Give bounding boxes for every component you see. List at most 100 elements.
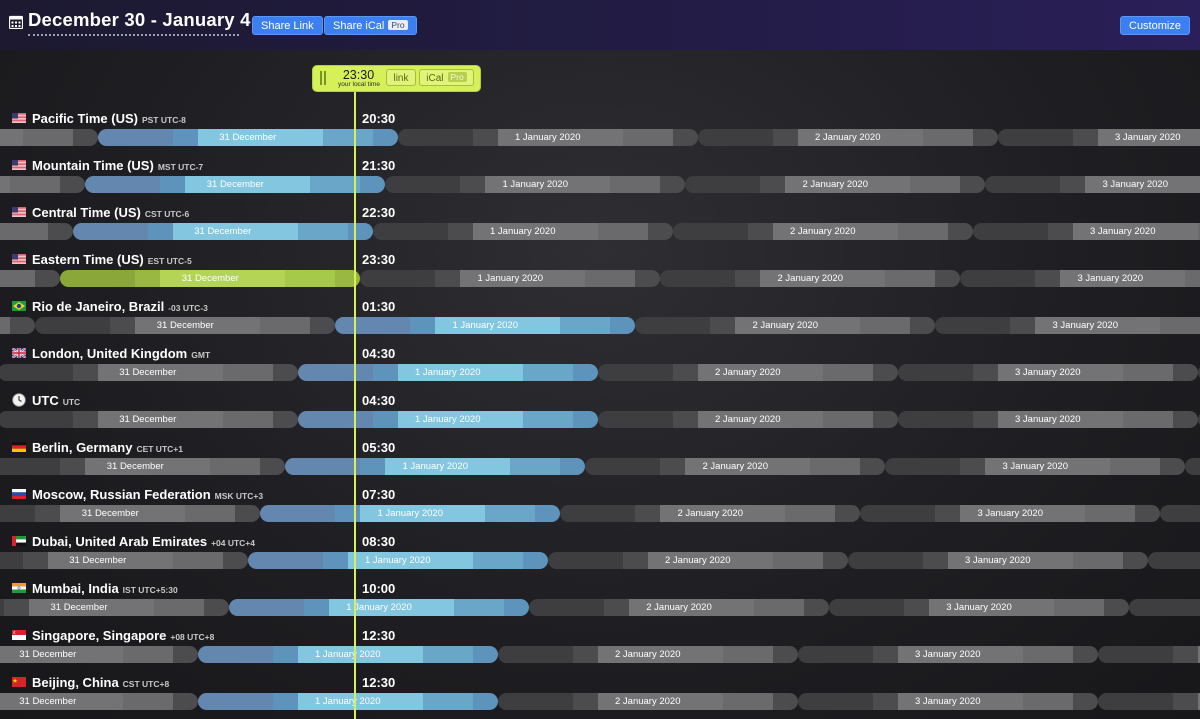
day-segment bbox=[985, 176, 1061, 193]
share-ical-label: Share iCal bbox=[333, 20, 385, 32]
day-segment bbox=[972, 223, 1048, 240]
current-day-segment bbox=[297, 364, 373, 381]
day-segment bbox=[822, 364, 873, 381]
flag-icon bbox=[12, 628, 26, 640]
timezone-name[interactable]: Beijing, China CST UTC+8 bbox=[12, 675, 169, 690]
day-timeline[interactable]: 31 December 1 January 2020 2 January 2020 3… bbox=[0, 505, 1200, 522]
drag-handle-icon[interactable] bbox=[320, 71, 322, 85]
timezone-abbr: GMT bbox=[191, 350, 211, 360]
current-day-segment bbox=[485, 505, 536, 522]
day-segment bbox=[960, 176, 986, 193]
day-segment bbox=[60, 176, 86, 193]
day-timeline[interactable]: 31 December 1 January 2020 2 January 2020 3… bbox=[0, 223, 1200, 240]
drag-handle-icon[interactable] bbox=[324, 71, 326, 85]
timezone-name[interactable]: Mountain Time (US) MST UTC-7 bbox=[12, 158, 203, 173]
day-segment bbox=[1054, 599, 1104, 616]
day-segment bbox=[997, 129, 1073, 146]
day-segment bbox=[1072, 552, 1123, 569]
day-segment bbox=[222, 364, 273, 381]
day-segment bbox=[29, 599, 154, 616]
day-segment bbox=[672, 223, 748, 240]
timezone-abbr: +08 UTC+8 bbox=[170, 632, 215, 642]
day-segment bbox=[97, 364, 223, 381]
day-segment bbox=[860, 505, 936, 522]
day-label: 1 January 2020 bbox=[452, 320, 519, 331]
day-segment bbox=[1122, 552, 1148, 569]
current-time-indicator[interactable]: 23:30 your local time link iCal Pro bbox=[312, 65, 481, 92]
day-segment bbox=[1197, 223, 1200, 240]
timezone-name[interactable]: Eastern Time (US) EST UTC-5 bbox=[12, 252, 192, 267]
timezone-name[interactable]: Dubai, United Arab Emirates +04 UTC+4 bbox=[12, 534, 255, 549]
day-segment bbox=[47, 552, 173, 569]
day-segment bbox=[1022, 693, 1073, 710]
day-segment bbox=[910, 176, 961, 193]
day-timeline[interactable]: 31 December 1 January 2020 2 January 2020 3… bbox=[0, 411, 1200, 428]
customize-button[interactable]: Customize bbox=[1120, 16, 1190, 35]
day-segment bbox=[822, 552, 848, 569]
day-label: 1 January 2020 bbox=[477, 273, 544, 284]
current-day-segment bbox=[160, 176, 186, 193]
timezone-name[interactable]: London, United Kingdom GMT bbox=[11, 346, 211, 361]
now-ical-button[interactable]: iCal Pro bbox=[419, 69, 474, 86]
day-segment bbox=[1072, 129, 1098, 146]
day-segment bbox=[722, 693, 773, 710]
day-segment bbox=[529, 599, 604, 616]
current-day-segment bbox=[297, 411, 373, 428]
day-segment bbox=[1060, 270, 1186, 287]
current-day-segment bbox=[572, 364, 598, 381]
day-segment bbox=[272, 364, 298, 381]
day-timeline[interactable]: 31 December 1 January 2020 2 January 2020 3… bbox=[0, 552, 1200, 569]
share-ical-button[interactable]: Share iCal Pro bbox=[324, 16, 417, 35]
timezone-name[interactable]: Pacific Time (US) PST UTC-8 bbox=[12, 111, 186, 126]
day-label: 31 December bbox=[206, 179, 264, 190]
day-segment bbox=[497, 129, 623, 146]
timezone-label: Pacific Time (US) bbox=[32, 111, 138, 126]
day-label: 1 January 2020 bbox=[315, 696, 381, 707]
timezone-name[interactable]: Mumbai, India IST UTC+5:30 bbox=[12, 581, 178, 596]
day-segment bbox=[585, 270, 636, 287]
day-label: 3 January 2020 bbox=[915, 649, 981, 660]
day-timeline[interactable]: 31 December 1 January 2020 2 January 2020 3… bbox=[0, 599, 1200, 616]
day-timeline[interactable]: 31 December 1 January 2020 2 January 2020 3… bbox=[0, 364, 1200, 381]
day-segment bbox=[935, 270, 961, 287]
day-segment bbox=[1160, 505, 1200, 522]
current-day-segment bbox=[85, 176, 161, 193]
day-segment bbox=[0, 270, 36, 287]
day-label: 3 January 2020 bbox=[1015, 414, 1081, 425]
share-link-button[interactable]: Share Link bbox=[252, 16, 323, 35]
day-label: 2 January 2020 bbox=[715, 414, 781, 425]
current-day-segment bbox=[372, 411, 398, 428]
timezone-label: Mumbai, India bbox=[32, 581, 119, 596]
current-time-subtitle: your local time bbox=[338, 81, 380, 88]
day-segment bbox=[697, 129, 773, 146]
day-timeline[interactable]: 31 December 1 January 2020 2 January 2020 3… bbox=[0, 129, 1200, 146]
now-link-button[interactable]: link bbox=[386, 69, 416, 86]
day-timeline[interactable]: 31 December 1 January 2020 2 January 2020 3… bbox=[0, 270, 1200, 287]
timezone-name[interactable]: UTC UTC bbox=[12, 393, 80, 408]
current-day-segment bbox=[329, 599, 454, 616]
timezone-name[interactable]: Moscow, Russian Federation MSK UTC+3 bbox=[12, 487, 263, 502]
timezone-name[interactable]: Berlin, Germany CET UTC+1 bbox=[12, 440, 183, 455]
day-segment bbox=[860, 317, 911, 334]
day-label: 2 January 2020 bbox=[715, 367, 781, 378]
day-timeline[interactable]: 31 December 1 January 2020 2 January 2020 3… bbox=[0, 646, 1200, 663]
day-segment bbox=[997, 411, 1123, 428]
day-timeline[interactable]: 31 December 1 January 2020 2 January 2020 3… bbox=[0, 458, 1200, 475]
day-timeline[interactable]: 31 December 1 January 2020 2 January 2020 3… bbox=[0, 317, 1200, 334]
timezone-name[interactable]: Central Time (US) CST UTC-6 bbox=[12, 205, 189, 220]
day-timeline[interactable]: 31 December 1 January 2020 2 January 2020 3… bbox=[0, 176, 1200, 193]
current-day-segment bbox=[322, 129, 373, 146]
timezone-name[interactable]: Singapore, Singapore +08 UTC+8 bbox=[12, 628, 214, 643]
day-segment bbox=[672, 129, 698, 146]
timezone-current-time: 21:30 bbox=[362, 158, 396, 173]
day-segment bbox=[822, 411, 873, 428]
day-timeline[interactable]: 31 December 1 January 2020 2 January 2020 3… bbox=[0, 693, 1200, 710]
page-title[interactable]: December 30 - January 4 bbox=[28, 9, 251, 30]
timezone-name[interactable]: Rio de Janeiro, Brazil -03 UTC-3 bbox=[12, 299, 208, 314]
current-time-line[interactable] bbox=[354, 92, 356, 719]
day-segment bbox=[785, 176, 911, 193]
timezone-abbr: PST UTC-8 bbox=[141, 115, 186, 125]
day-segment bbox=[47, 223, 73, 240]
current-day-segment bbox=[422, 646, 473, 663]
current-day-segment bbox=[272, 646, 298, 663]
